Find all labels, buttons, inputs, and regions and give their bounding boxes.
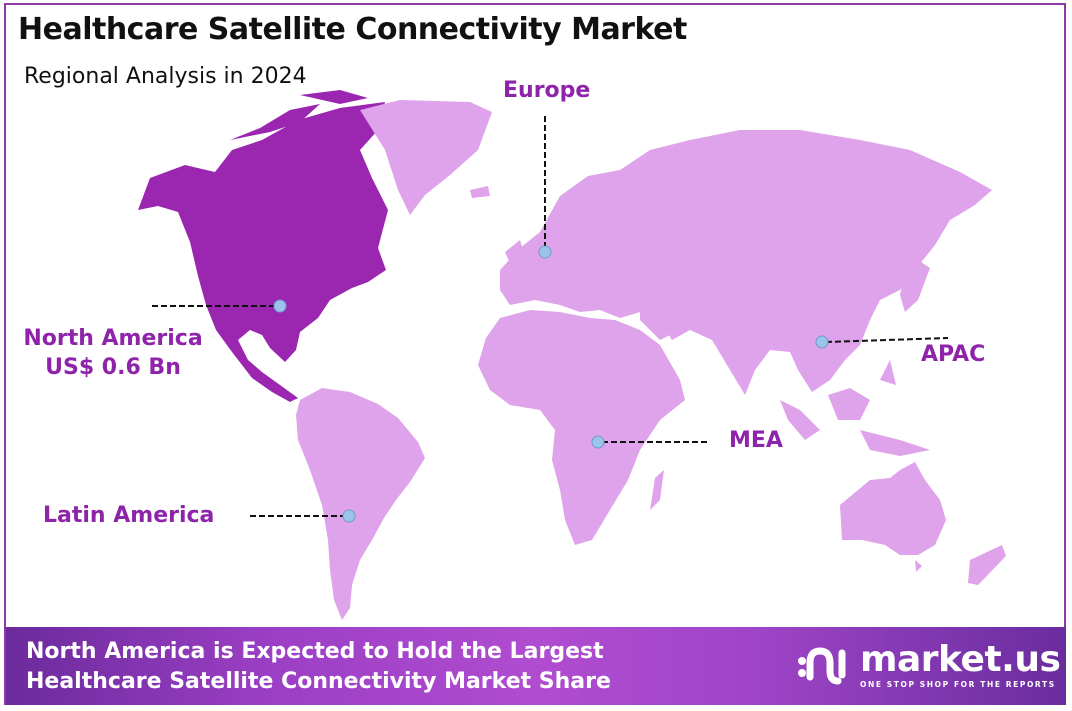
region-north-america[interactable] bbox=[138, 90, 388, 402]
label-latin-america: Latin America bbox=[43, 503, 215, 528]
label-north-america: North America US$ 0.6 Bn bbox=[18, 324, 208, 382]
leader-line-north-america bbox=[152, 299, 287, 313]
region-mea[interactable] bbox=[478, 300, 685, 545]
label-north-america-name: North America bbox=[23, 326, 203, 351]
logo-tagline: ONE STOP SHOP FOR THE REPORTS bbox=[860, 679, 1056, 689]
label-mea: MEA bbox=[729, 428, 783, 453]
label-europe: Europe bbox=[503, 78, 591, 103]
region-eurasia bbox=[500, 130, 992, 456]
banner-line-1: North America is Expected to Hold the La… bbox=[26, 639, 604, 664]
label-north-america-value: US$ 0.6 Bn bbox=[45, 355, 181, 380]
leader-line-europe bbox=[538, 116, 552, 259]
banner-message: North America is Expected to Hold the La… bbox=[26, 637, 611, 697]
leader-line-apac bbox=[815, 335, 949, 349]
leader-line-latin-america bbox=[250, 509, 356, 523]
market-us-logo[interactable]: market.us ONE STOP SHOP FOR THE REPORTS bbox=[796, 638, 1061, 689]
page-title: Healthcare Satellite Connectivity Market bbox=[18, 12, 687, 47]
region-oceania bbox=[840, 462, 1006, 585]
banner-line-2: Healthcare Satellite Connectivity Market… bbox=[26, 669, 611, 694]
footer-banner: North America is Expected to Hold the La… bbox=[6, 627, 1066, 705]
logo-name: market.us bbox=[860, 638, 1061, 680]
region-greenland bbox=[360, 100, 492, 215]
label-apac: APAC bbox=[921, 342, 986, 367]
market-us-logo-icon bbox=[798, 647, 846, 685]
region-latin-america[interactable] bbox=[296, 388, 425, 620]
leader-line-mea bbox=[591, 435, 707, 449]
page-subtitle: Regional Analysis in 2024 bbox=[24, 64, 307, 89]
